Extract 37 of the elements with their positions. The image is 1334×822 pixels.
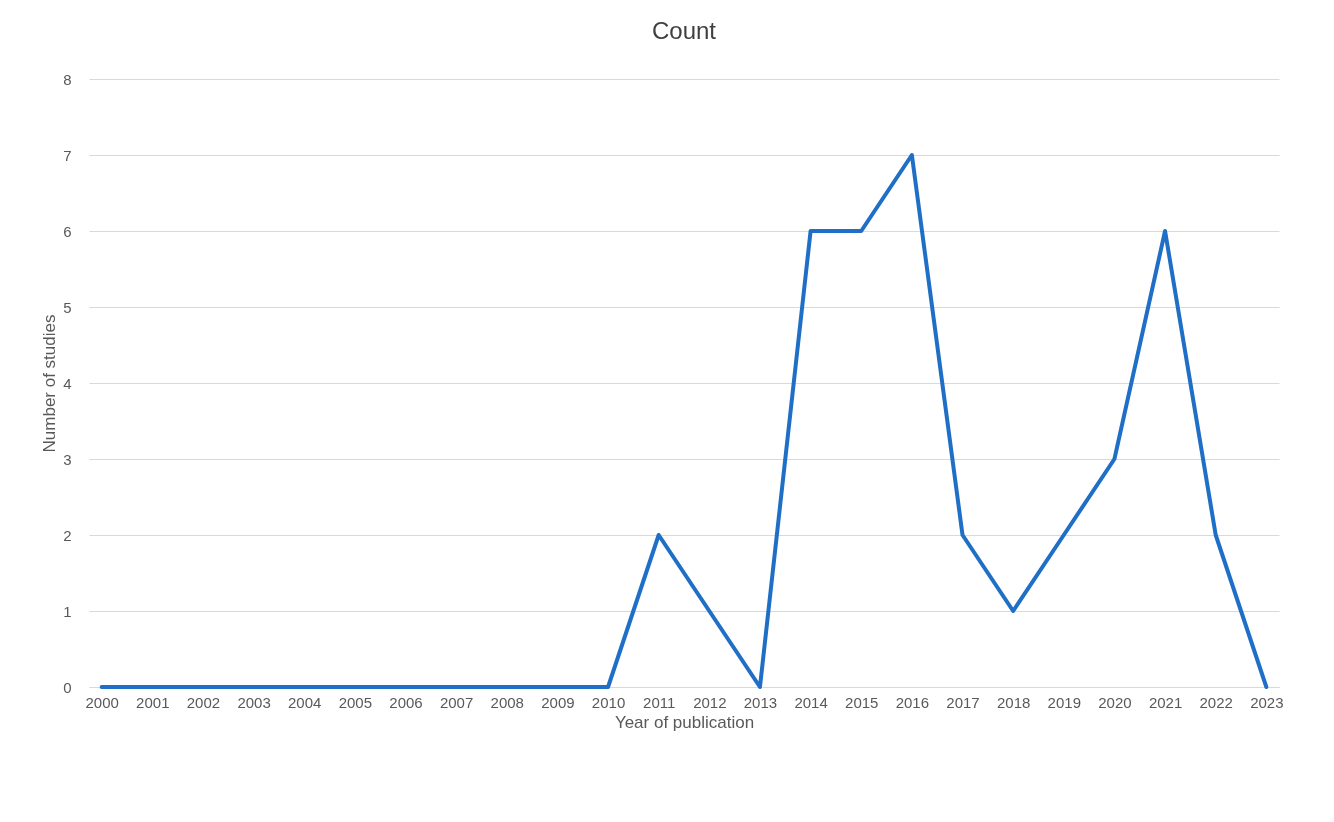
x-tick-label: 2004 bbox=[288, 693, 322, 711]
y-tick-label: 5 bbox=[63, 298, 72, 316]
y-tick-label: 8 bbox=[63, 70, 72, 88]
x-axis-title: Year of publication bbox=[614, 712, 755, 732]
x-tick-label: 2018 bbox=[996, 693, 1031, 711]
y-tick-label: 0 bbox=[63, 678, 72, 696]
y-tick-label: 4 bbox=[63, 374, 72, 392]
line-series bbox=[99, 153, 1269, 689]
y-tick-label: 7 bbox=[63, 146, 72, 164]
y-tick-label: 1 bbox=[63, 602, 72, 620]
x-tick-label: 2003 bbox=[237, 693, 271, 711]
y-tick-label: 2 bbox=[63, 526, 72, 544]
x-tick-label: 2011 bbox=[643, 693, 676, 711]
x-tick-label: 2019 bbox=[1047, 693, 1081, 711]
x-tick-label: 2020 bbox=[1098, 693, 1132, 711]
x-tick-label: 2014 bbox=[794, 693, 828, 711]
x-tick-label: 2000 bbox=[85, 693, 119, 711]
x-tick-label: 2008 bbox=[490, 693, 524, 711]
x-tick-label: 2012 bbox=[693, 693, 727, 711]
x-tick-label: 2007 bbox=[439, 693, 474, 711]
x-tick-label: 2022 bbox=[1199, 693, 1233, 711]
x-tick-label: 2021 bbox=[1148, 693, 1183, 711]
x-tick-label: 2016 bbox=[895, 693, 930, 711]
x-tick-label: 2005 bbox=[338, 693, 373, 711]
x-tick-label: 2009 bbox=[541, 693, 575, 711]
y-axis-title: Number of studies bbox=[40, 314, 60, 453]
x-tick-label: 2023 bbox=[1250, 693, 1284, 711]
x-tick-label: 2006 bbox=[389, 693, 423, 711]
x-tick-label: 2010 bbox=[591, 693, 626, 711]
x-tick-label: 2017 bbox=[946, 693, 980, 711]
x-tick-label: 2002 bbox=[186, 693, 221, 711]
y-tick-label: 6 bbox=[63, 222, 72, 240]
chart-title: Count bbox=[651, 17, 717, 44]
x-tick-label: 2013 bbox=[743, 693, 778, 711]
x-tick-label: 2001 bbox=[136, 693, 170, 711]
x-tick-label: 2015 bbox=[845, 693, 879, 711]
y-tick-label: 3 bbox=[63, 450, 72, 468]
